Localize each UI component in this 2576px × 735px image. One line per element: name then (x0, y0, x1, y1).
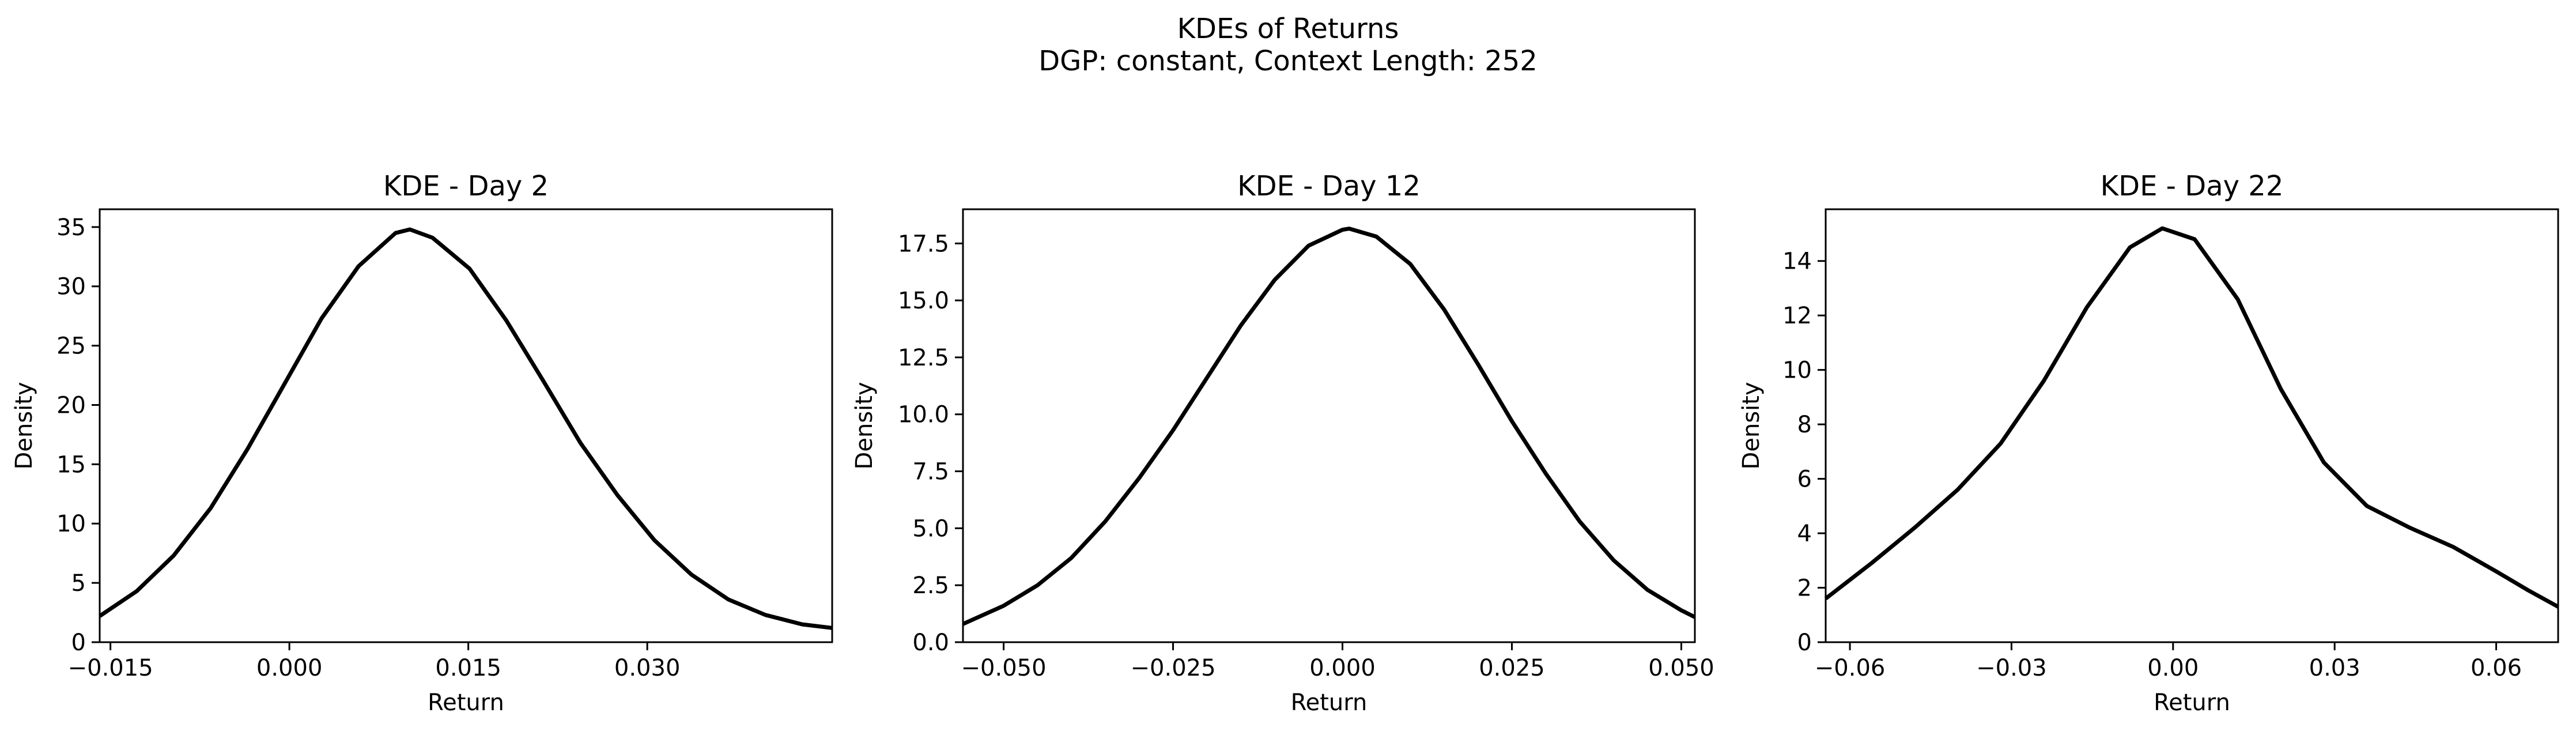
x-tick-label: 0.00 (2147, 655, 2199, 681)
y-tick-label: 4 (1797, 521, 1812, 547)
y-tick-label: 30 (56, 274, 86, 300)
kde-series-line (1824, 226, 2559, 609)
y-tick-label: 35 (56, 214, 86, 241)
x-tick-label: 0.015 (435, 655, 501, 681)
y-tick-label: 7.5 (912, 459, 949, 485)
x-tick-label: −0.025 (1131, 655, 1216, 681)
y-tick-label: 14 (1782, 248, 1812, 275)
x-tick-label: 0.03 (2309, 655, 2360, 681)
x-tick-label: 0.000 (1309, 655, 1376, 681)
y-tick-label: 10 (1782, 357, 1812, 384)
x-axis-label: Return (1291, 689, 1368, 716)
x-tick-label: 0.000 (256, 655, 323, 681)
y-tick-label: 5 (71, 570, 86, 597)
y-tick-label: 0 (1797, 630, 1812, 656)
subplot-title: KDE - Day 2 (383, 170, 549, 202)
y-tick-label: 10.0 (898, 402, 949, 428)
y-tick-label: 2 (1797, 575, 1812, 602)
figure-title: KDEs of Returns (1177, 13, 1399, 45)
x-tick-label: −0.03 (1976, 655, 2047, 681)
y-axis-label: Density (11, 382, 37, 469)
x-axis-label: Return (428, 689, 504, 716)
figure-subtitle: DGP: constant, Context Length: 252 (1038, 45, 1538, 77)
y-tick-label: 25 (56, 333, 86, 360)
x-tick-label: 0.050 (1648, 655, 1714, 681)
subplot-day-panel: −0.050 −0.025 0.000 0.025 0.050 0.0 2.5 5.0 7.5 1… (851, 170, 1714, 716)
x-axis-label: Return (2154, 689, 2230, 716)
y-tick-label: 10 (56, 511, 86, 537)
y-tick-label: 15 (56, 451, 86, 478)
subplot-title: KDE - Day 12 (1237, 170, 1421, 202)
y-tick-label: 2.5 (912, 572, 949, 599)
y-tick-label: 17.5 (898, 231, 949, 257)
subplot-title: KDE - Day 22 (2101, 170, 2284, 202)
axes-frame (99, 208, 833, 643)
kde-series-line (99, 227, 833, 630)
y-tick-label: 5.0 (912, 515, 949, 542)
y-tick-label: 6 (1797, 466, 1812, 493)
subplot-day-panel: −0.06 −0.03 0.00 0.03 0.06 0 2 4 6 8 10 12 14 KDE - D… (1738, 170, 2559, 716)
y-axis-label: Density (1738, 382, 1765, 469)
axes-frame (1825, 208, 2559, 643)
y-tick-label: 20 (56, 392, 86, 419)
kde-series-line (962, 227, 1696, 626)
x-tick-label: 0.06 (2471, 655, 2522, 681)
y-tick-label: 0 (71, 630, 86, 656)
x-tick-label: −0.050 (961, 655, 1047, 681)
y-axis-label: Density (851, 382, 878, 469)
y-tick-label: 0.0 (912, 630, 949, 656)
y-tick-label: 8 (1797, 412, 1812, 438)
y-tick-label: 15.0 (898, 288, 949, 314)
subplot-day-panel: −0.015 0.000 0.015 0.030 0 5 10 15 20 25 30 35 KDE -… (11, 170, 833, 716)
x-tick-label: 0.025 (1479, 655, 1545, 681)
x-tick-label: −0.015 (68, 655, 153, 681)
axes-frame (962, 208, 1696, 643)
y-tick-label: 12 (1782, 303, 1812, 329)
x-tick-label: 0.030 (614, 655, 681, 681)
y-tick-label: 12.5 (898, 345, 949, 371)
x-tick-label: −0.06 (1815, 655, 1886, 681)
